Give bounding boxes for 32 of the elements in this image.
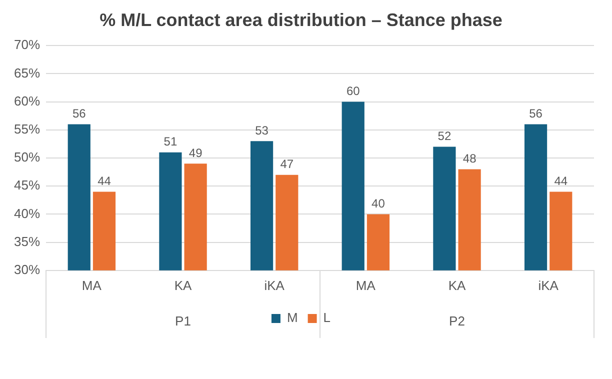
legend-label: M: [286, 310, 298, 326]
x-tick-label: iKA: [538, 278, 559, 293]
y-tick-label: 30%: [14, 262, 40, 277]
data-label: 49: [188, 146, 203, 160]
data-label: 53: [255, 123, 269, 138]
y-tick-label: 60%: [14, 93, 40, 108]
text: P2: [449, 314, 465, 329]
data-label: 48: [462, 152, 477, 166]
data-label: 51: [164, 134, 178, 149]
y-tick-label: 40%: [14, 206, 40, 221]
chart-title: % M/L contact area distribution – Stance phase: [100, 10, 502, 30]
y-tick-label: 65%: [14, 65, 40, 80]
x-tick-label: MA: [356, 278, 376, 293]
data-label: 47: [280, 157, 294, 172]
legend-label: L: [323, 310, 331, 326]
x-tick-label: KA: [174, 278, 192, 293]
y-tick-label: 55%: [14, 121, 40, 136]
y-tick-label: 35%: [14, 234, 40, 249]
text: P1: [175, 314, 191, 329]
y-tick-label: 70%: [14, 37, 40, 52]
y-tick-label: 50%: [14, 150, 40, 165]
data-label: 52: [438, 129, 452, 144]
data-label: 56: [72, 106, 86, 121]
x-tick-label: MA: [82, 278, 102, 293]
data-label: 40: [372, 196, 386, 211]
data-label: 56: [529, 106, 543, 121]
x-tick-label: iKA: [264, 278, 285, 293]
data-label: 60: [346, 84, 360, 98]
data-label: 44: [554, 174, 568, 188]
x-tick-label: KA: [448, 278, 466, 293]
data-label: 44: [98, 174, 112, 188]
y-tick-label: 45%: [14, 178, 40, 193]
